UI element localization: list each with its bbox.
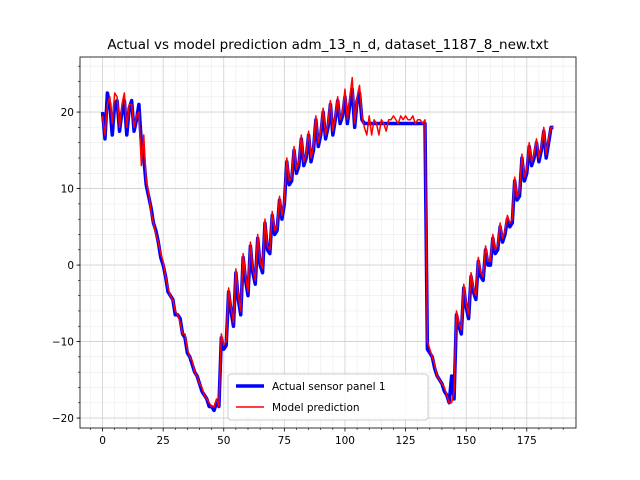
- chart-title: Actual vs model prediction adm_13_n_d, d…: [107, 37, 548, 53]
- y-tick-label: −10: [52, 337, 74, 349]
- x-tick-label: 50: [217, 435, 230, 447]
- x-tick-label: 125: [396, 435, 416, 447]
- x-tick-label: 75: [278, 435, 291, 447]
- x-tick-label: 25: [156, 435, 169, 447]
- x-tick-label: 175: [517, 435, 537, 447]
- legend: Actual sensor panel 1 Model prediction: [227, 373, 429, 421]
- y-tick-label: 20: [61, 107, 74, 119]
- y-tick-label: 10: [61, 184, 74, 196]
- legend-label: Model prediction: [272, 402, 360, 414]
- x-tick-label: 150: [456, 435, 476, 447]
- x-tick-label: 100: [335, 435, 355, 447]
- legend-box: [227, 373, 429, 421]
- y-tick-label: −20: [52, 413, 74, 425]
- legend-label: Actual sensor panel 1: [272, 381, 386, 393]
- plot-frame: [79, 56, 577, 429]
- y-tick-label: 0: [67, 260, 74, 272]
- series-line: [101, 76, 554, 408]
- x-tick-label: 0: [99, 435, 106, 447]
